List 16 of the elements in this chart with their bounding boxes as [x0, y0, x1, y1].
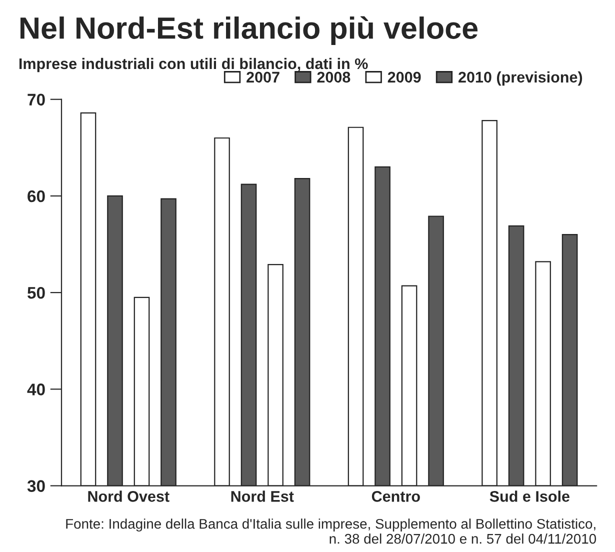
legend-label: 2008 [317, 72, 350, 83]
legend-label: 2009 [388, 72, 421, 83]
source-note: Fonte: Indagine della Banca d'Italia sulle imprese, Supplemento al Bollettino Statistico, n. 38 del 28/07/2010 e n. 57 del 04/11/2010 [66, 518, 596, 544]
x-tick-label: Centro [372, 491, 420, 502]
y-tick-label: 70 [28, 94, 45, 106]
y-tick-label: 50 [28, 286, 45, 299]
y-tick-label: 60 [28, 190, 45, 202]
chart-title: Nel Nord-Est rilancio più veloce [20, 16, 478, 45]
x-tick-label: Sud e Isole [490, 490, 570, 502]
y-tick-label: 40 [27, 384, 45, 396]
y-tick-label: 30 [27, 480, 45, 492]
chart-subtitle: Imprese industriali con utili di bilancio, dati in % [19, 58, 368, 72]
legend-label: 2010 (previsione) [458, 71, 582, 86]
x-tick-label: Nord Ovest [88, 490, 170, 502]
legend-label: 2007 [246, 72, 280, 83]
x-tick-label: Nord Est [231, 490, 294, 502]
